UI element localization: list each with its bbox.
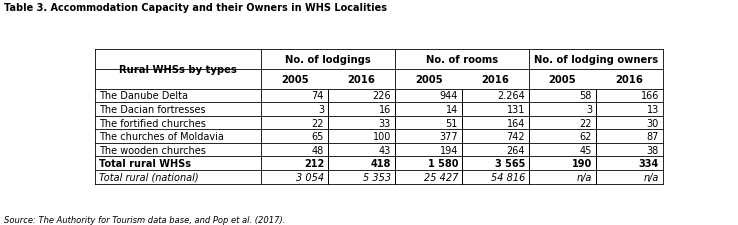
Text: 22: 22 — [579, 118, 592, 128]
Text: 226: 226 — [373, 91, 391, 101]
Text: The wooden churches: The wooden churches — [99, 145, 205, 155]
Text: 38: 38 — [646, 145, 659, 155]
Text: Total rural WHSs: Total rural WHSs — [99, 159, 190, 169]
Text: Rural WHSs by types: Rural WHSs by types — [120, 64, 237, 74]
Text: 194: 194 — [440, 145, 458, 155]
Text: 54 816: 54 816 — [491, 172, 525, 182]
Text: 33: 33 — [379, 118, 391, 128]
Text: 45: 45 — [579, 145, 592, 155]
Text: 62: 62 — [579, 132, 592, 142]
Text: 944: 944 — [440, 91, 458, 101]
Text: 334: 334 — [639, 159, 659, 169]
Text: 131: 131 — [507, 105, 525, 115]
Text: 16: 16 — [379, 105, 391, 115]
Text: 3 565: 3 565 — [494, 159, 525, 169]
Text: 100: 100 — [373, 132, 391, 142]
Text: 51: 51 — [446, 118, 458, 128]
Text: 377: 377 — [439, 132, 458, 142]
Text: 87: 87 — [646, 132, 659, 142]
Text: 3: 3 — [586, 105, 592, 115]
Text: 418: 418 — [370, 159, 391, 169]
Text: 65: 65 — [311, 132, 324, 142]
Text: Table 3. Accommodation Capacity and their Owners in WHS Localities: Table 3. Accommodation Capacity and thei… — [4, 3, 387, 13]
Text: 22: 22 — [311, 118, 324, 128]
Text: 2016: 2016 — [348, 74, 376, 84]
Text: 48: 48 — [312, 145, 324, 155]
Text: The churches of Moldavia: The churches of Moldavia — [99, 132, 224, 142]
Text: 3: 3 — [318, 105, 324, 115]
Text: The Dacian fortresses: The Dacian fortresses — [99, 105, 205, 115]
Text: 13: 13 — [646, 105, 659, 115]
Text: The Danube Delta: The Danube Delta — [99, 91, 187, 101]
Text: 25 427: 25 427 — [424, 172, 458, 182]
Text: Total rural (national): Total rural (national) — [99, 172, 199, 182]
Text: 2005: 2005 — [415, 74, 442, 84]
Text: n/a: n/a — [644, 172, 659, 182]
Text: The fortified churches: The fortified churches — [99, 118, 205, 128]
Text: No. of lodging owners: No. of lodging owners — [534, 54, 658, 64]
Text: n/a: n/a — [576, 172, 592, 182]
Text: 1 580: 1 580 — [427, 159, 458, 169]
Text: 74: 74 — [311, 91, 324, 101]
Text: 164: 164 — [507, 118, 525, 128]
Text: 2.264: 2.264 — [497, 91, 525, 101]
Text: 2005: 2005 — [549, 74, 576, 84]
Text: Source: The Authority for Tourism data base, and Pop et al. (2017).: Source: The Authority for Tourism data b… — [4, 215, 285, 224]
Text: 5 353: 5 353 — [363, 172, 391, 182]
Text: 30: 30 — [646, 118, 659, 128]
Text: 190: 190 — [572, 159, 592, 169]
Text: 2005: 2005 — [280, 74, 308, 84]
Text: 2016: 2016 — [482, 74, 509, 84]
Text: 58: 58 — [579, 91, 592, 101]
Text: 14: 14 — [446, 105, 458, 115]
Text: 43: 43 — [379, 145, 391, 155]
Text: 212: 212 — [304, 159, 324, 169]
Text: No. of lodgings: No. of lodgings — [285, 54, 371, 64]
Text: 2016: 2016 — [615, 74, 644, 84]
Text: 264: 264 — [506, 145, 525, 155]
Text: 3 054: 3 054 — [296, 172, 324, 182]
Text: No. of rooms: No. of rooms — [426, 54, 498, 64]
Text: 742: 742 — [506, 132, 525, 142]
Text: 166: 166 — [641, 91, 659, 101]
